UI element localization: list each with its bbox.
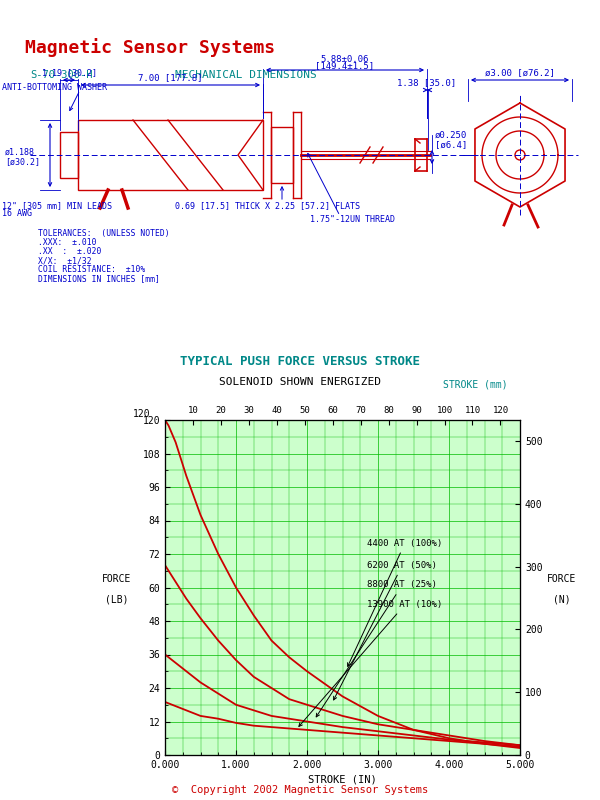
Text: SOLENOID SHOWN ENERGIZED: SOLENOID SHOWN ENERGIZED (219, 377, 381, 387)
Text: 1.75"-12UN THREAD: 1.75"-12UN THREAD (310, 215, 395, 225)
Bar (271, 127, 293, 183)
Text: 1.38 [35.0]: 1.38 [35.0] (397, 78, 457, 87)
Text: (LB): (LB) (105, 594, 129, 605)
Text: STROKE (mm): STROKE (mm) (443, 379, 508, 390)
Text: .XXX:  ±.010: .XXX: ±.010 (38, 238, 97, 247)
Bar (60, 132, 78, 178)
Text: FORCE: FORCE (547, 574, 577, 585)
Text: S-70-300-H: S-70-300-H (30, 70, 92, 80)
Text: [149.4±1.5]: [149.4±1.5] (316, 61, 374, 70)
Text: 8800 AT (25%): 8800 AT (25%) (316, 581, 437, 717)
Text: DIMENSIONS IN INCHES [mm]: DIMENSIONS IN INCHES [mm] (38, 274, 160, 283)
Text: MECHANICAL DIMENSIONS: MECHANICAL DIMENSIONS (175, 70, 317, 80)
Text: ANTI-BOTTOMING WASHER: ANTI-BOTTOMING WASHER (2, 82, 107, 91)
Text: 7.00 [177.8]: 7.00 [177.8] (138, 73, 202, 82)
X-axis label: STROKE (IN): STROKE (IN) (308, 774, 377, 784)
Text: (N): (N) (553, 594, 571, 605)
Text: ø1.188: ø1.188 (5, 147, 35, 157)
Text: COIL RESISTANCE:  ±10%: COIL RESISTANCE: ±10% (38, 265, 145, 274)
Text: Magnetic Sensor Systems: Magnetic Sensor Systems (25, 38, 275, 57)
Text: [ø30.2]: [ø30.2] (5, 158, 40, 166)
Text: 4400 AT (100%): 4400 AT (100%) (347, 538, 443, 666)
Text: .XX  :  ±.020: .XX : ±.020 (38, 247, 101, 256)
Bar (78, 120, 263, 190)
Text: TYPICAL PUSH FORCE VERSUS STROKE: TYPICAL PUSH FORCE VERSUS STROKE (180, 355, 420, 368)
Text: 6200 AT (50%): 6200 AT (50%) (334, 561, 437, 700)
Text: [ø6.4]: [ø6.4] (435, 141, 467, 150)
Text: ø3.00 [ø76.2]: ø3.00 [ø76.2] (485, 68, 555, 77)
Text: ©  Copyright 2002 Magnetic Sensor Systems: © Copyright 2002 Magnetic Sensor Systems (172, 786, 428, 795)
Text: FORCE: FORCE (103, 574, 131, 585)
Text: TOLERANCES:  (UNLESS NOTED): TOLERANCES: (UNLESS NOTED) (38, 229, 170, 238)
Text: ø0.250: ø0.250 (435, 130, 467, 139)
Text: 0.69 [17.5] THICK X 2.25 [57.2] FLATS: 0.69 [17.5] THICK X 2.25 [57.2] FLATS (175, 202, 360, 210)
Text: 120: 120 (133, 409, 150, 419)
Text: 5.88±0.06: 5.88±0.06 (321, 55, 369, 64)
Text: 1.19 [30.2]: 1.19 [30.2] (41, 68, 97, 77)
Text: 12" [305 mm] MIN LEADS: 12" [305 mm] MIN LEADS (2, 202, 112, 210)
Text: X/X:  ±1/32: X/X: ±1/32 (38, 256, 92, 265)
Text: 16 AWG: 16 AWG (2, 210, 32, 218)
Text: 13900 AT (10%): 13900 AT (10%) (299, 600, 443, 726)
